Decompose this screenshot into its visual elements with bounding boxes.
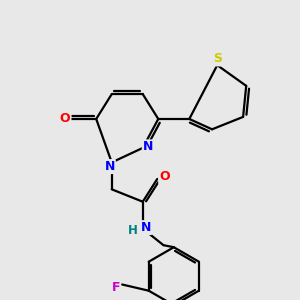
Text: N: N [143,140,153,153]
Text: O: O [60,112,70,125]
Text: S: S [213,52,222,65]
Text: O: O [159,170,170,183]
Text: N: N [141,221,151,234]
Text: H: H [128,224,137,237]
Text: F: F [112,281,120,294]
Text: N: N [104,160,115,173]
